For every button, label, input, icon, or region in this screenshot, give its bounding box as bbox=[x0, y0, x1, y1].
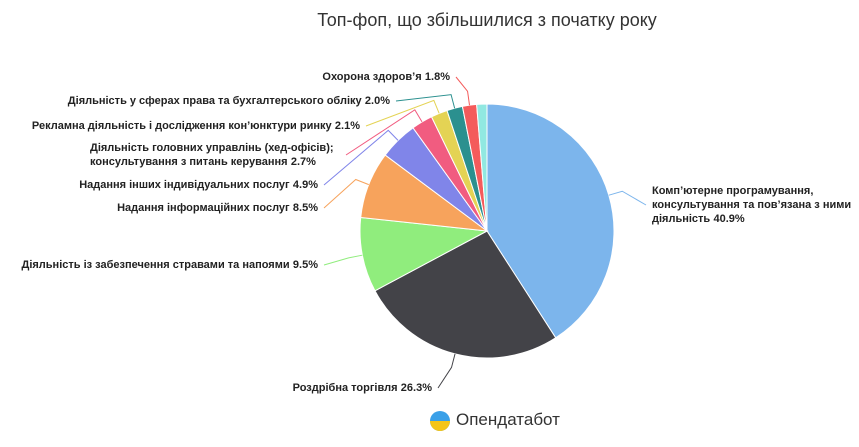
value-label: 9.5% bbox=[292, 259, 318, 271]
value-label: 2.0% bbox=[364, 95, 390, 107]
pie-slice bbox=[359, 216, 489, 292]
value-label: 4.9% bbox=[292, 179, 318, 191]
logo-icon bbox=[430, 411, 450, 431]
value-label: 2.7% bbox=[290, 156, 316, 168]
data-label: Надання інформаційних послуг 8.5% bbox=[117, 201, 318, 215]
data-label: Рекламна діяльність і дослідження кон’юн… bbox=[32, 119, 360, 133]
category-label: Рекламна діяльність і дослідження кон’юн… bbox=[31, 120, 332, 132]
value-label: 26.3% bbox=[400, 382, 432, 394]
value-label: 8.5% bbox=[292, 202, 318, 214]
category-label: Охорона здоров’я bbox=[322, 71, 422, 83]
data-label: Діяльність із забезпечення стравами та н… bbox=[21, 258, 318, 272]
connector bbox=[365, 99, 440, 127]
category-label: Діяльність із забезпечення стравами та н… bbox=[21, 259, 290, 271]
connector bbox=[323, 254, 363, 266]
connector bbox=[345, 109, 423, 156]
connector bbox=[455, 76, 470, 106]
chart-title: Топ-фоп, що збільшилися з початку року bbox=[317, 10, 657, 30]
pie-slice bbox=[374, 230, 557, 359]
data-label: Охорона здоров’я 1.8% bbox=[322, 70, 450, 84]
value-label: 2.1% bbox=[334, 120, 360, 132]
data-label: Діяльність у сферах права та бухгалтерсь… bbox=[68, 94, 390, 108]
category-label: Надання інших індивідуальних послуг bbox=[79, 179, 290, 191]
category-label: Діяльність у сферах права та бухгалтерсь… bbox=[67, 95, 362, 107]
category-label: Комп’ютерне програмування, консультуванн… bbox=[652, 185, 852, 225]
data-label: Роздрібна торгівля 26.3% bbox=[293, 381, 432, 395]
category-label: Надання інформаційних послуг bbox=[117, 202, 290, 214]
data-label: Діяльність головних управлінь (хед-офісі… bbox=[90, 141, 340, 169]
connector bbox=[608, 190, 647, 206]
pie-slice bbox=[476, 103, 488, 232]
category-label: Роздрібна торгівля bbox=[292, 382, 398, 394]
connector bbox=[323, 129, 399, 186]
connector bbox=[323, 178, 369, 209]
connector bbox=[395, 94, 456, 109]
value-label: 1.8% bbox=[424, 71, 450, 83]
value-label: 40.9% bbox=[713, 213, 745, 225]
data-label: Комп’ютерне програмування, консультуванн… bbox=[652, 184, 852, 226]
credit: Опендатабот bbox=[456, 410, 560, 429]
data-label: Надання інших індивідуальних послуг 4.9% bbox=[79, 178, 318, 192]
connector bbox=[437, 353, 456, 389]
category-label: Діяльність головних управлінь (хед-офісі… bbox=[90, 142, 334, 168]
pie-slice bbox=[486, 103, 615, 339]
